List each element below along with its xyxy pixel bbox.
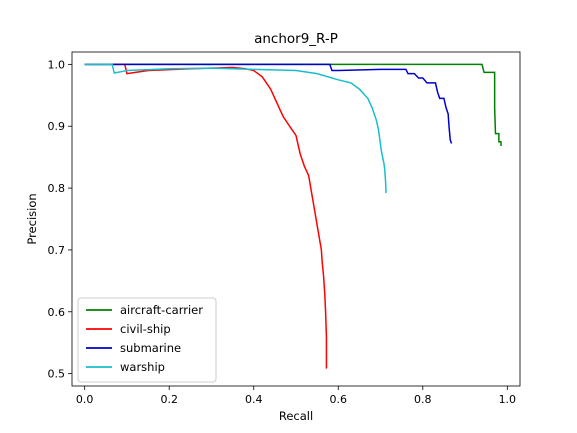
- x-tick-label: 0.8: [414, 393, 432, 406]
- x-axis-ticks: 0.0 0.2 0.4 0.6 0.8 1.0: [76, 386, 516, 406]
- y-axis-label: Precision: [25, 193, 39, 244]
- series-line-warship: [84, 63, 387, 194]
- x-tick-label: 0.0: [76, 393, 94, 406]
- x-tick-label: 0.4: [245, 393, 263, 406]
- x-tick-label: 0.2: [160, 393, 178, 406]
- y-tick-label: 0.5: [48, 368, 66, 381]
- y-tick-label: 0.7: [48, 244, 66, 257]
- x-tick-label: 0.6: [330, 393, 348, 406]
- y-tick-label: 1.0: [48, 58, 66, 71]
- series-line-submarine: [84, 63, 453, 144]
- plot-frame: [71, 51, 521, 387]
- y-tick-label: 0.9: [48, 120, 66, 133]
- y-axis-ticks: 0.5 0.6 0.7 0.8 0.9 1.0: [48, 58, 72, 381]
- legend-label-warship: warship: [120, 360, 165, 374]
- series-line-aircraft-carrier: [84, 63, 502, 147]
- legend-label-submarine: submarine: [120, 341, 181, 355]
- x-axis-label: Recall: [279, 409, 313, 423]
- legend-box: [77, 297, 217, 383]
- x-tick-label: 1.0: [499, 393, 517, 406]
- plot-area: [71, 51, 521, 387]
- legend-label-civil-ship: civil-ship: [120, 322, 171, 336]
- legend-label-aircraft-carrier: aircraft-carrier: [120, 303, 203, 317]
- chart-title: anchor9_R-P: [254, 31, 338, 47]
- y-tick-label: 0.6: [48, 306, 66, 319]
- y-tick-label: 0.8: [48, 182, 66, 195]
- legend: aircraft-carrier civil-ship submarine warsh…: [77, 297, 217, 383]
- series-line-civil-ship: [84, 63, 328, 369]
